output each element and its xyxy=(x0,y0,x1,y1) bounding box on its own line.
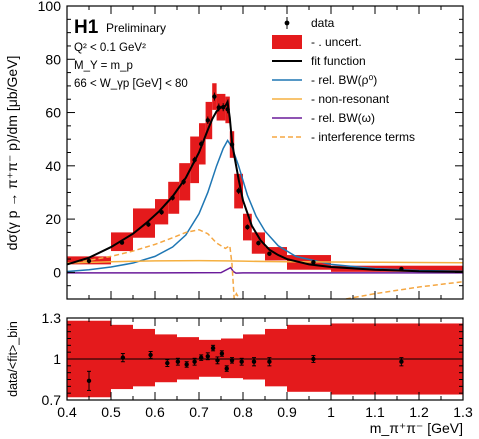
x-tick-label: 0.4 xyxy=(57,404,77,420)
ratio-y-tick-label: 0.7 xyxy=(42,392,62,408)
ratio-band-bin-8 xyxy=(265,328,287,387)
legend-label: - . uncert. xyxy=(311,35,362,49)
ratio-point xyxy=(120,355,126,360)
ratio-y-tick-label: 1 xyxy=(53,351,61,367)
legend-data-marker xyxy=(284,20,290,26)
ratio-point xyxy=(199,355,204,360)
x-tick-label: 0.9 xyxy=(277,404,297,420)
curve-rel-bw xyxy=(67,139,463,273)
y-tick-label: 60 xyxy=(45,105,61,121)
x-tick-label: 0.6 xyxy=(145,404,165,420)
y-tick-label: 80 xyxy=(45,51,61,67)
ratio-point xyxy=(215,358,220,363)
data-points-group xyxy=(86,92,404,272)
info-line-my: M_Y = m_p xyxy=(74,60,133,72)
uncertainty-bin-19 xyxy=(331,265,463,272)
legend-uncert-swatch xyxy=(272,35,302,49)
data-point xyxy=(119,240,125,245)
ratio-point xyxy=(311,356,316,362)
ratio-band-bin-7 xyxy=(243,334,265,380)
ratio-point xyxy=(251,359,257,364)
data-point xyxy=(212,94,217,99)
x-tick-label: 0.5 xyxy=(101,404,121,420)
ratio-point xyxy=(219,351,225,356)
info-line-w: 66 < W_γp [GeV] < 80 xyxy=(74,78,188,90)
data-point xyxy=(267,251,272,256)
main-axis-ticks: 0 20 40 60 80 100 xyxy=(38,0,464,300)
data-point xyxy=(225,107,230,112)
ratio-point xyxy=(86,378,92,384)
curve-rel-bw xyxy=(67,266,463,274)
experiment-label: H1 xyxy=(74,17,99,38)
ratio-y-tick-label: 1.3 xyxy=(42,310,62,326)
legend: data - . uncert. fit function - rel. BW(ρ⁰)… xyxy=(272,16,415,144)
data-point xyxy=(192,157,197,163)
ratio-point xyxy=(192,359,197,364)
data-point xyxy=(181,179,186,184)
ratio-axis-ticks: 0.7 1 1.3 0.4 0.5 0.6 0.7 0.8 0.9 1 1.1 1.2 1.3 xyxy=(42,310,473,420)
y-tick-label: 40 xyxy=(45,158,61,174)
ratio-point xyxy=(224,366,229,371)
ratio-point xyxy=(175,359,181,364)
ratio-band-bin-5 xyxy=(199,339,221,377)
ratio-points-group xyxy=(86,344,404,391)
legend-label: - rel. BW(ω) xyxy=(311,111,375,125)
data-point xyxy=(221,105,226,110)
x-tick-label: 1.1 xyxy=(365,404,385,420)
data-point xyxy=(229,142,235,147)
ratio-band-bin-2 xyxy=(133,328,155,387)
ratio-point xyxy=(210,345,216,351)
ratio-point xyxy=(267,359,272,364)
y-tick-label: 20 xyxy=(45,211,61,227)
x-axis-title: m_π⁺π⁻ [GeV] xyxy=(370,420,463,436)
x-tick-label: 0.7 xyxy=(189,404,209,420)
data-point xyxy=(311,260,316,265)
legend-label: - rel. BW(ρ⁰) xyxy=(311,73,377,87)
ratio-point xyxy=(229,358,235,363)
info-line-q2: Q² < 0.1 GeV² xyxy=(74,42,146,54)
ratio-band-bin-3 xyxy=(155,334,177,383)
data-point xyxy=(146,222,151,227)
data-point xyxy=(170,195,175,200)
main-y-axis-title: dσ(γ p → π⁺π⁻ p)/dm [μb/GeV] xyxy=(4,56,20,251)
ratio-band-bin-9 xyxy=(287,324,331,392)
ratio-point xyxy=(399,359,404,364)
data-point xyxy=(86,258,92,264)
ratio-point xyxy=(148,352,153,358)
legend-label: - non-resonant xyxy=(311,92,390,106)
ratio-point xyxy=(239,359,244,364)
ratio-band-bin-4 xyxy=(177,337,199,380)
y-tick-label: 0 xyxy=(53,264,61,280)
legend-label: data xyxy=(311,16,335,30)
data-point xyxy=(245,224,250,230)
ratio-point xyxy=(165,360,170,366)
data-point xyxy=(205,118,210,123)
ratio-y-axis-title: data/<fit>_bin xyxy=(6,321,20,397)
x-tick-label: 1 xyxy=(327,404,335,420)
data-point xyxy=(159,209,164,215)
data-point xyxy=(216,105,221,110)
uncertainty-band-group xyxy=(67,83,463,272)
x-tick-label: 1.3 xyxy=(453,404,473,420)
ratio-point xyxy=(184,362,189,367)
x-tick-label: 0.8 xyxy=(233,404,253,420)
legend-label: fit function xyxy=(311,54,366,68)
data-point xyxy=(399,266,404,272)
ratio-point xyxy=(205,354,210,359)
status-label: Preliminary xyxy=(106,21,166,35)
x-tick-label: 1.2 xyxy=(409,404,429,420)
curve-interference-terms xyxy=(67,228,463,299)
y-tick-label: 100 xyxy=(38,0,62,14)
data-point xyxy=(199,141,204,147)
data-point xyxy=(236,188,241,194)
uncertainty-bin-2 xyxy=(133,208,155,238)
curve-non-resonant xyxy=(67,259,463,264)
data-point xyxy=(256,240,261,246)
legend-label: - interference terms xyxy=(311,130,415,144)
